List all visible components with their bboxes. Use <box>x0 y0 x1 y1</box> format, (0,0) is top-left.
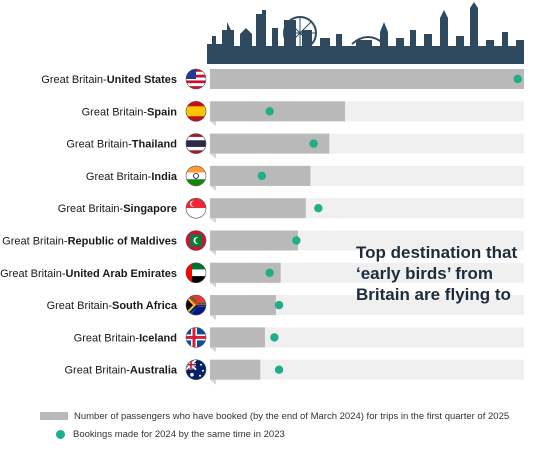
bar-thailand <box>210 133 330 154</box>
maldives-flag-icon <box>185 230 207 251</box>
bar-australia <box>210 359 261 380</box>
bar-fold <box>210 379 216 385</box>
dot-australia <box>274 365 284 374</box>
dot-thailand <box>309 139 318 148</box>
bar-singapore <box>210 198 306 219</box>
bar-south-africa <box>210 295 276 316</box>
category-label: Great Britain-South Africa <box>47 300 178 312</box>
dot-south-africa <box>274 300 284 310</box>
track-row <box>210 327 524 348</box>
legend-item-bookings: Bookings made for 2024 by the same time … <box>32 425 532 443</box>
category-label: Great Britain-United Arab Emirates <box>0 268 177 280</box>
category-label: Great Britain-Republic of Maldives <box>2 236 177 248</box>
bar-fold <box>210 282 216 288</box>
legend-label-passengers: Number of passengers who have booked (by… <box>74 410 510 422</box>
category-label: Great Britain-Iceland <box>74 332 177 344</box>
dot-singapore <box>314 204 323 213</box>
bar-spain <box>210 101 346 122</box>
bar-us <box>210 69 524 89</box>
dot-uae <box>265 268 274 277</box>
bar-maldives <box>210 230 298 251</box>
legend-dot-swatch <box>56 429 65 439</box>
singapore-flag-icon <box>185 197 207 219</box>
bar-fold <box>210 218 216 224</box>
bar-fold <box>210 153 216 159</box>
india-flag-icon <box>185 165 207 187</box>
south-africa-flag-icon <box>185 294 207 316</box>
bar-series <box>210 69 524 380</box>
legend-bar-swatch <box>40 412 68 420</box>
spain-flag-icon <box>185 101 207 122</box>
category-label: Great Britain-Spain <box>82 106 178 118</box>
dot-maldives <box>292 236 301 245</box>
category-label: Great Britain-India <box>86 171 178 183</box>
category-labels: Great Britain-United States Great Britain… <box>0 74 178 377</box>
dot-us <box>513 74 522 84</box>
thailand-flag-icon <box>185 133 207 154</box>
bar-fold <box>210 185 216 191</box>
track-row <box>210 359 524 380</box>
track-row <box>210 295 524 316</box>
legend-label-bookings: Bookings made for 2024 by the same time … <box>73 428 285 440</box>
flags-group <box>185 68 207 381</box>
bar-iceland <box>210 327 265 348</box>
dot-spain <box>265 107 274 116</box>
australia-flag-icon <box>185 359 207 381</box>
category-label: Great Britain-United States <box>41 74 177 86</box>
track-row <box>210 262 524 283</box>
bar-fold <box>210 121 216 127</box>
legend-item-passengers: Number of passengers who have booked (by… <box>32 407 532 425</box>
category-label: Great Britain-Australia <box>65 365 178 377</box>
iceland-flag-icon <box>185 327 207 348</box>
dot-iceland <box>270 333 279 342</box>
uae-flag-icon <box>185 262 207 284</box>
us-flag-icon <box>185 68 207 90</box>
bar-fold <box>210 250 216 256</box>
chart-title: Top destination that ‘early birds’ from … <box>356 243 518 304</box>
category-label: Great Britain-Singapore <box>58 203 177 215</box>
dot-series <box>257 74 522 374</box>
dot-india <box>257 171 267 181</box>
legend: Number of passengers who have booked (by… <box>32 407 532 443</box>
london-skyline-icon <box>207 2 524 64</box>
bar-uae <box>210 262 281 283</box>
bar-fold <box>210 347 216 353</box>
bar-fold <box>210 315 216 321</box>
category-label: Great Britain-Thailand <box>66 139 177 151</box>
